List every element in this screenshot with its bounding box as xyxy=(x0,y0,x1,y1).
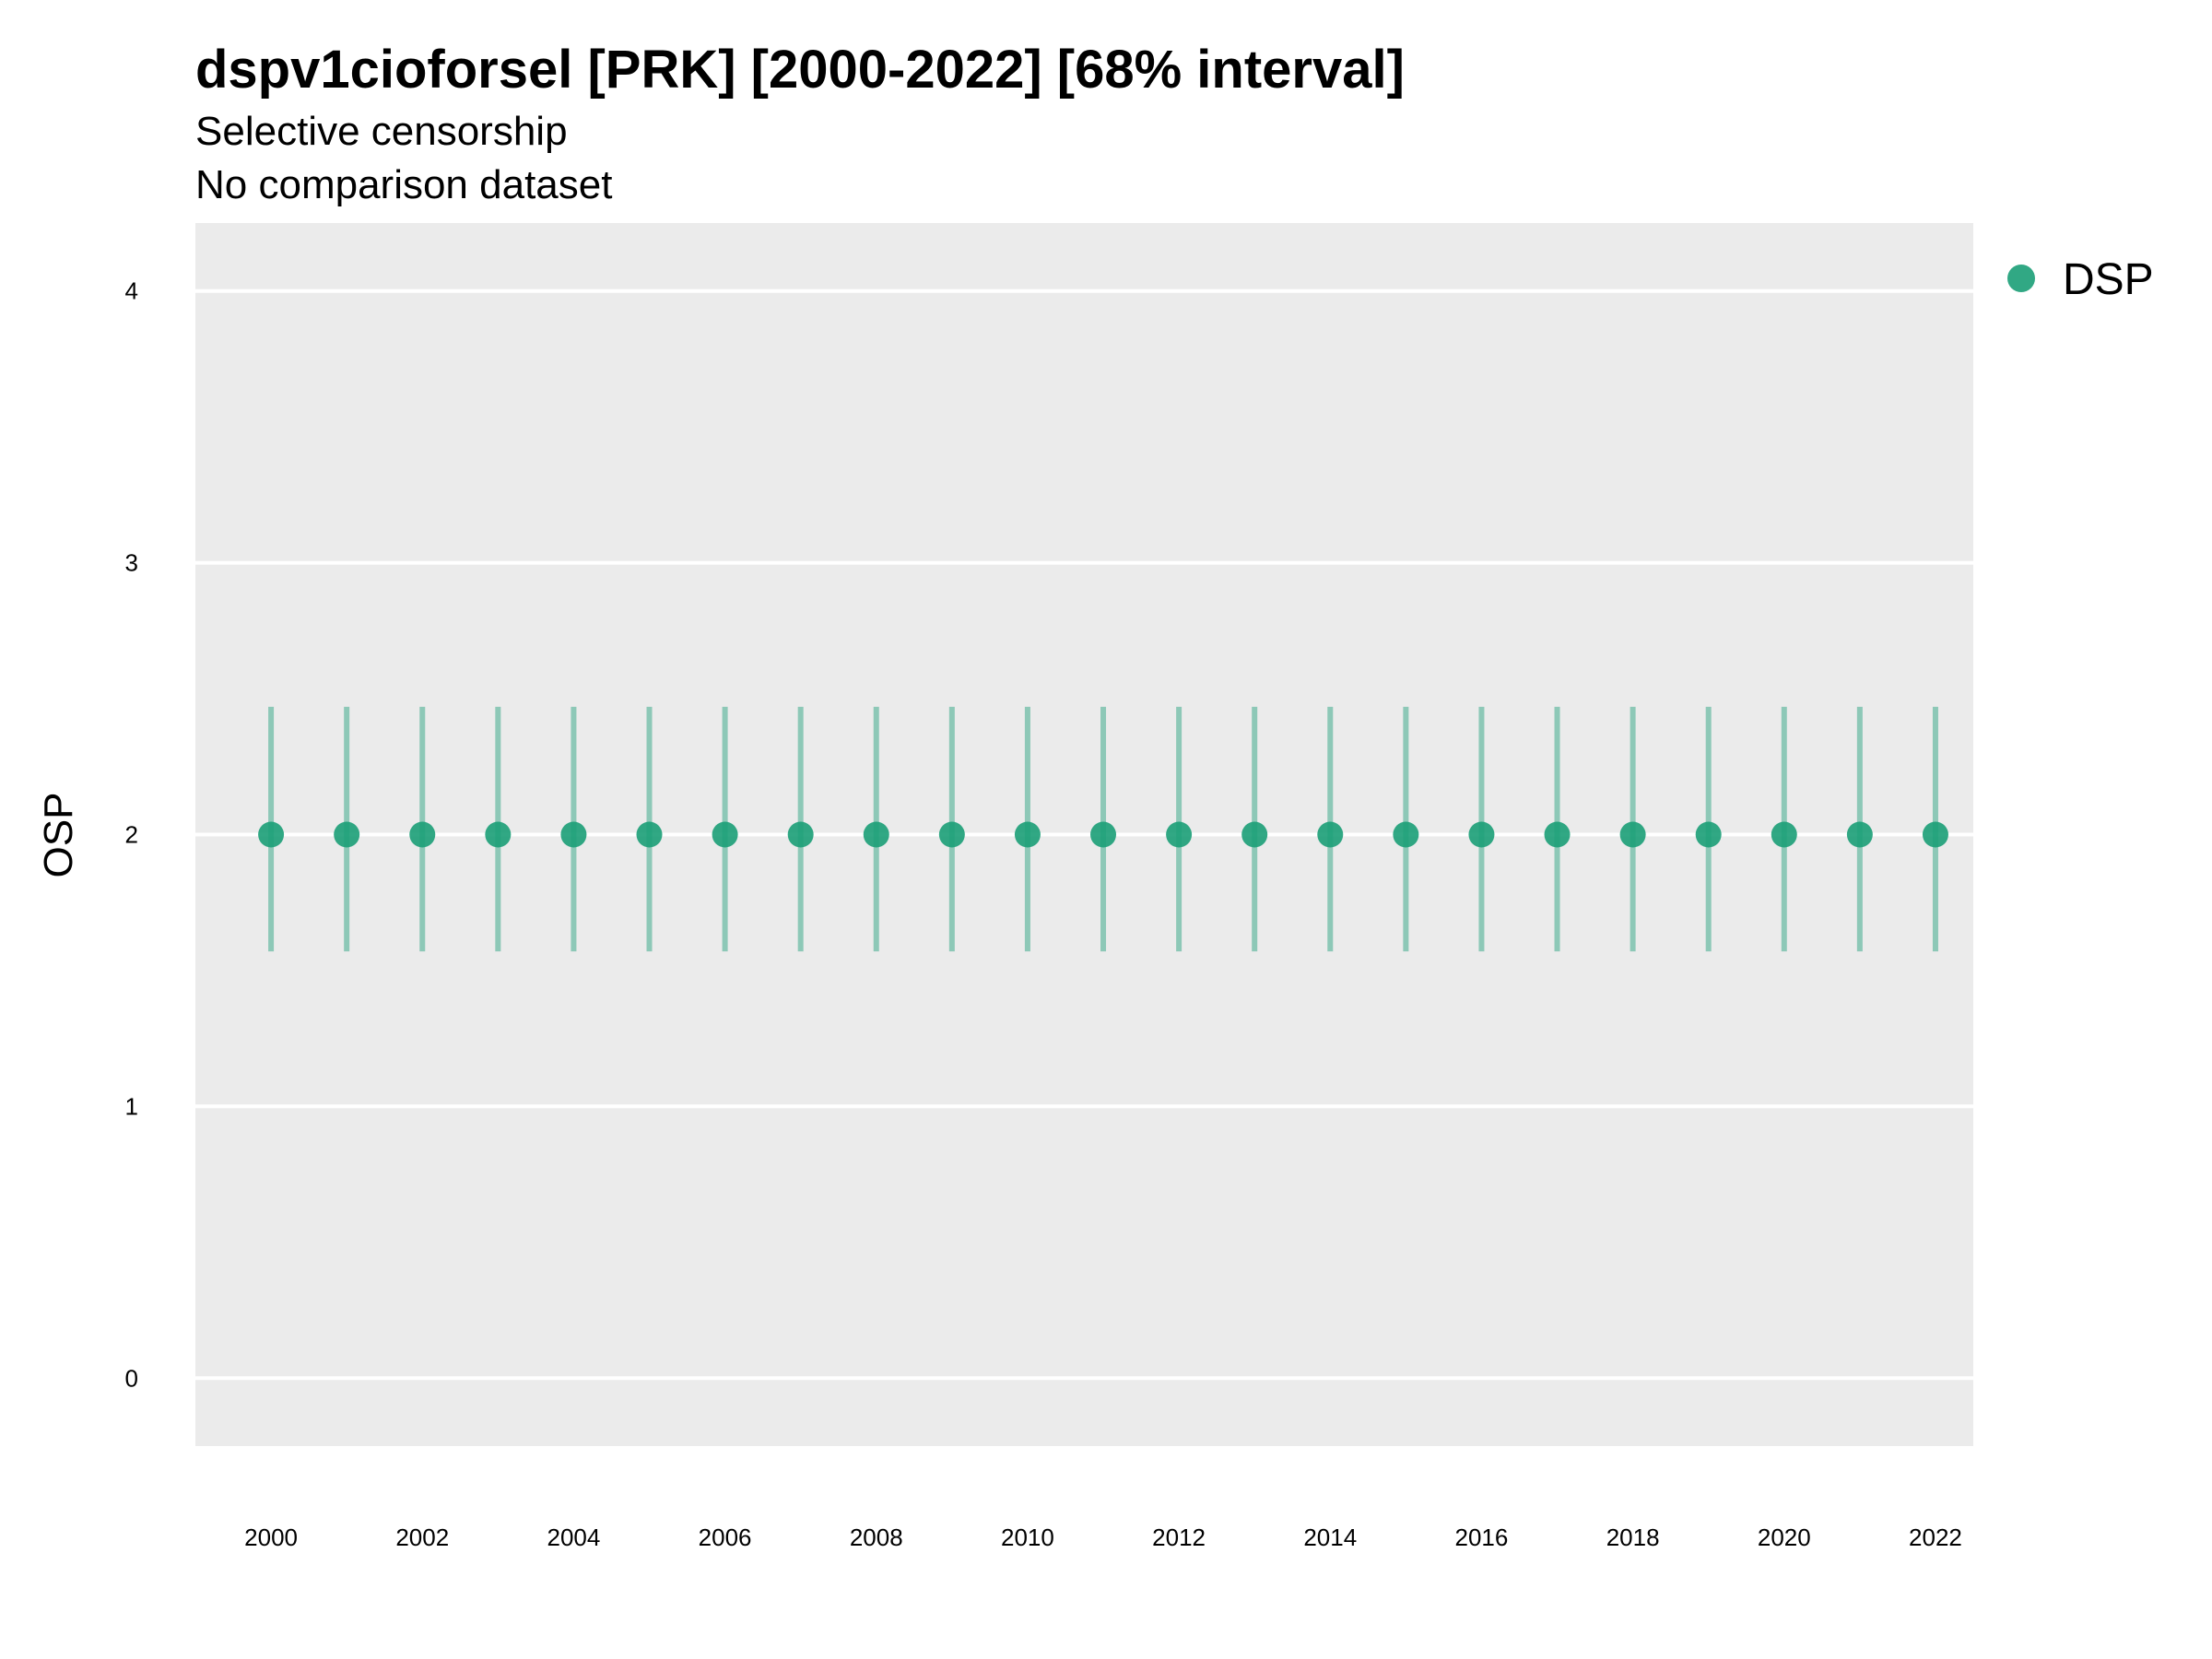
x-tick-label: 2016 xyxy=(1455,1524,1509,1551)
data-point xyxy=(409,821,436,848)
legend: DSP xyxy=(2007,255,2154,304)
data-point xyxy=(1014,821,1041,848)
y-tick-label: 3 xyxy=(125,549,138,577)
chart-subtitle: Selective censorship xyxy=(195,109,568,154)
legend-label-dsp: DSP xyxy=(2063,255,2154,304)
x-tick-label: 2006 xyxy=(699,1524,752,1551)
data-point xyxy=(863,821,889,848)
y-tick-labels: 0 1 2 3 4 xyxy=(125,277,138,1393)
data-point xyxy=(1922,821,1948,848)
data-point xyxy=(1846,821,1873,848)
data-point xyxy=(1468,821,1495,848)
data-point xyxy=(1695,821,1722,848)
x-tick-labels: 2000 2002 2004 2006 2008 2010 2012 2014 2016 2018… xyxy=(244,1524,1962,1551)
data-point xyxy=(334,821,360,848)
data-point xyxy=(1317,821,1344,848)
y-axis-title: OSP xyxy=(36,793,81,878)
data-point xyxy=(1619,821,1646,848)
data-point xyxy=(560,821,587,848)
data-point xyxy=(938,821,965,848)
x-tick-label: 2012 xyxy=(1152,1524,1206,1551)
data-point xyxy=(1393,821,1419,848)
x-tick-label: 2010 xyxy=(1001,1524,1054,1551)
data-point xyxy=(636,821,663,848)
y-tick-label: 2 xyxy=(125,821,138,849)
chart-caption-line: No comparison dataset xyxy=(195,162,612,207)
chart-title: dspv1cioforsel [PRK] [2000-2022] [68% in… xyxy=(195,40,1405,100)
data-point xyxy=(1544,821,1571,848)
data-point xyxy=(712,821,738,848)
y-tick-label: 1 xyxy=(125,1092,138,1120)
x-tick-label: 2008 xyxy=(850,1524,903,1551)
x-tick-label: 2022 xyxy=(1909,1524,1962,1551)
x-tick-label: 2014 xyxy=(1303,1524,1357,1551)
x-tick-label: 2004 xyxy=(547,1524,601,1551)
x-tick-label: 2020 xyxy=(1758,1524,1811,1551)
data-point xyxy=(258,821,285,848)
data-point xyxy=(1166,821,1193,848)
y-tick-label: 4 xyxy=(125,277,138,305)
x-tick-label: 2002 xyxy=(395,1524,449,1551)
x-tick-label: 2000 xyxy=(244,1524,298,1551)
legend-key-dsp xyxy=(2007,265,2035,292)
data-point xyxy=(787,821,814,848)
data-point xyxy=(1090,821,1117,848)
data-point xyxy=(485,821,512,848)
data-point xyxy=(1771,821,1797,848)
x-tick-label: 2018 xyxy=(1606,1524,1660,1551)
data-points xyxy=(258,821,1948,848)
y-tick-label: 0 xyxy=(125,1364,138,1392)
data-point xyxy=(1241,821,1268,848)
